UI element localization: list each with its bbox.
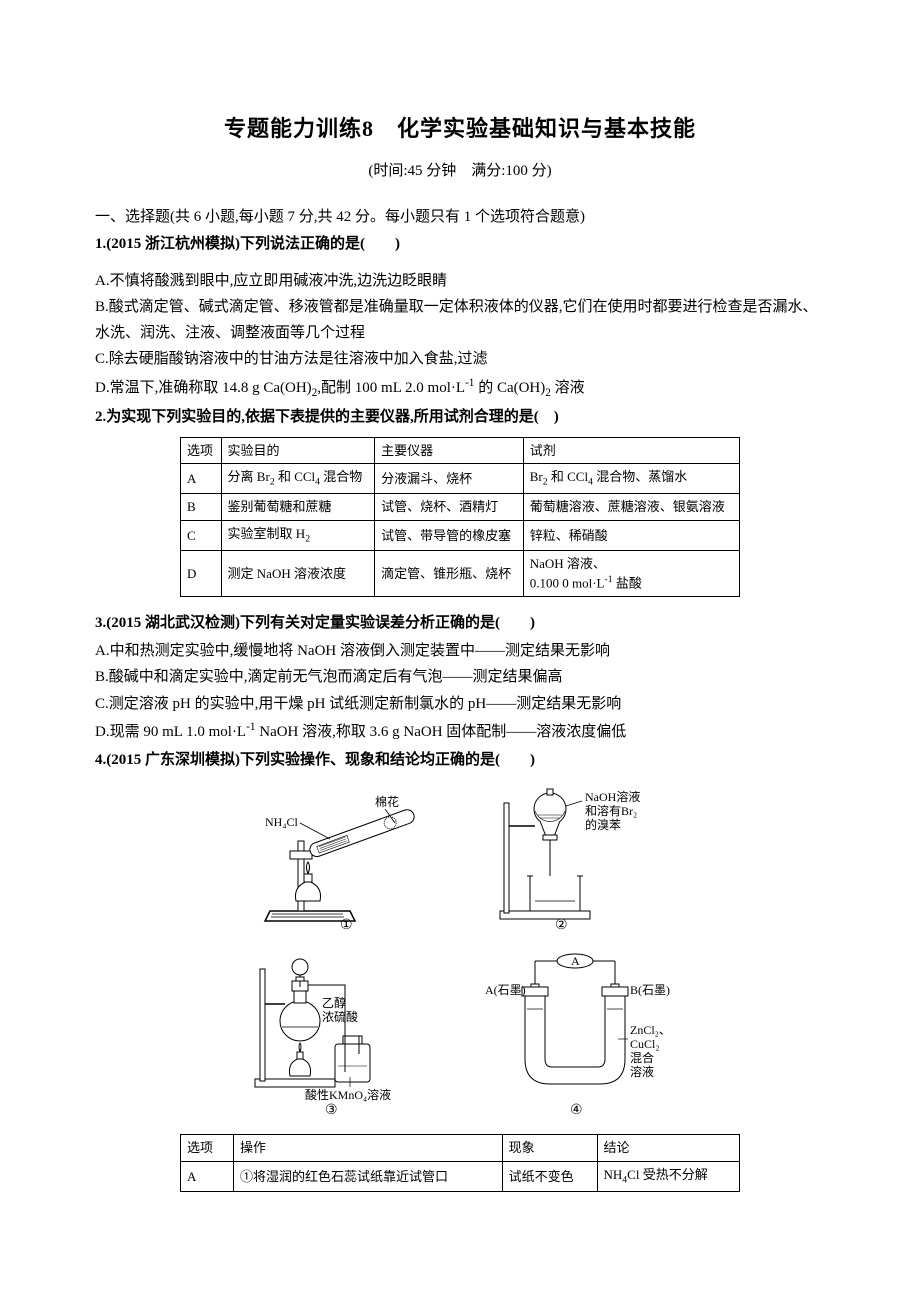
- t: NaOH 溶液、: [530, 556, 606, 571]
- table-row: D 测定 NaOH 溶液浓度 滴定管、锥形瓶、烧杯 NaOH 溶液、 0.100 …: [181, 550, 740, 596]
- t: 和 CCl: [548, 469, 588, 484]
- header-cell: 实验目的: [221, 437, 375, 464]
- section-1-header: 一、选择题(共 6 小题,每小题 7 分,共 42 分。每小题只有 1 个选项符…: [95, 205, 825, 231]
- cell-rea: Br2 和 CCl4 混合物、蒸馏水: [523, 464, 739, 494]
- cell-goal: 测定 NaOH 溶液浓度: [221, 550, 375, 596]
- cell-rea: NaOH 溶液、0.100 0 mol·L-1 盐酸: [523, 550, 739, 596]
- q3-stem: 3.(2015 湖北武汉检测)下列有关对定量实验误差分析正确的是( ): [95, 611, 825, 637]
- q3-option-a: A.中和热测定实验中,缓慢地将 NaOH 溶液倒入测定装置中——测定结果无影响: [95, 639, 825, 665]
- label-brben: 的溴苯: [585, 817, 621, 832]
- q1-d-text-4: 溶液: [551, 380, 585, 396]
- label-kmno4: 酸性KMnO₄溶液: [305, 1087, 391, 1102]
- t: Br: [530, 469, 543, 484]
- label-zncl: ZnCl₂、: [630, 1023, 671, 1037]
- cell-goal: 鉴别葡萄糖和蔗糖: [221, 494, 375, 521]
- caption-2: ②: [555, 918, 568, 931]
- label-cotton: 棉花: [375, 794, 399, 809]
- cell-opt: B: [181, 494, 222, 521]
- q1-option-a: A.不慎将酸溅到眼中,应立即用碱液冲洗,边洗边眨眼睛: [95, 269, 825, 295]
- header-cell: 选项: [181, 1135, 234, 1162]
- diagram-1-2: NH₄Cl 棉花 ① NaOH溶液 和溶有Br₂: [230, 781, 690, 931]
- label-mix: 混合: [630, 1050, 654, 1065]
- label-ethanol: 乙醇: [322, 995, 346, 1010]
- cell-rea: 锌粒、稀硝酸: [523, 520, 739, 550]
- t: 混合物、蒸馏水: [593, 469, 687, 484]
- q3-option-b: B.酸碱中和滴定实验中,滴定前无气泡而滴定后有气泡——测定结果偏高: [95, 665, 825, 691]
- caption-4: ④: [570, 1103, 583, 1118]
- t: 和 CCl: [275, 469, 315, 484]
- cell-op: ①将湿润的红色石蕊试纸靠近试管口: [234, 1161, 503, 1191]
- cell-ph: 试纸不变色: [502, 1161, 597, 1191]
- q2-stem: 2.为实现下列实验目的,依据下表提供的主要仪器,所用试剂合理的是( ): [95, 405, 825, 431]
- t: 0.100 0 mol·L: [530, 576, 605, 591]
- table-row: C 实验室制取 H2 试管、带导管的橡皮塞 锌粒、稀硝酸: [181, 520, 740, 550]
- cell-goal: 实验室制取 H2: [221, 520, 375, 550]
- t: NH: [604, 1167, 623, 1182]
- table-row: B 鉴别葡萄糖和蔗糖 试管、烧杯、酒精灯 葡萄糖溶液、蔗糖溶液、银氨溶液: [181, 494, 740, 521]
- label-h2so4: 浓硫酸: [322, 1009, 358, 1024]
- table-row: 选项 操作 现象 结论: [181, 1135, 740, 1162]
- cell-inst: 分液漏斗、烧杯: [375, 464, 524, 494]
- label-sol: 溶液: [630, 1064, 654, 1079]
- q3-d-2: NaOH 溶液,称取 3.6 g NaOH 固体配制——溶液浓度偏低: [255, 724, 626, 740]
- t: 分离 Br: [228, 469, 270, 484]
- q2-stem-text: 2.为实现下列实验目的,依据下表提供的主要仪器,所用试剂合理的是( ): [95, 409, 559, 425]
- t: Cl 受热不分解: [627, 1167, 708, 1182]
- header-cell: 操作: [234, 1135, 503, 1162]
- label-naoh: NaOH溶液: [585, 789, 640, 804]
- cell-inst: 滴定管、锥形瓶、烧杯: [375, 550, 524, 596]
- diagram-3-4: 乙醇 浓硫酸 酸性KMnO₄溶液 ③ A A(石墨) B(石墨) ZnCl₂、: [230, 949, 690, 1119]
- q1-d-text-1: D.常温下,准确称取 14.8 g Ca(OH): [95, 380, 312, 396]
- q1-d-text-2: ,配制 100 mL 2.0 mol·L: [317, 380, 465, 396]
- cell-inst: 试管、烧杯、酒精灯: [375, 494, 524, 521]
- cell-goal: 分离 Br2 和 CCl4 混合物: [221, 464, 375, 494]
- q1-option-c: C.除去硬脂酸钠溶液中的甘油方法是往溶液中加入食盐,过滤: [95, 347, 825, 373]
- cell-opt: A: [181, 464, 222, 494]
- q1-d-text-3: 的 Ca(OH): [474, 380, 545, 396]
- q3-d-1: D.现需 90 mL 1.0 mol·L: [95, 724, 246, 740]
- figure-row-1: NH₄Cl 棉花 ① NaOH溶液 和溶有Br₂: [95, 781, 825, 941]
- label-b-elec: B(石墨): [630, 983, 670, 997]
- header-cell: 试剂: [523, 437, 739, 464]
- q1-option-b: B.酸式滴定管、碱式滴定管、移液管都是准确量取一定体积液体的仪器,它们在使用时都…: [95, 295, 825, 346]
- caption-3: ③: [325, 1103, 338, 1118]
- t: 盐酸: [613, 576, 642, 591]
- cell-inst: 试管、带导管的橡皮塞: [375, 520, 524, 550]
- q2-table: 选项 实验目的 主要仪器 试剂 A 分离 Br2 和 CCl4 混合物 分液漏斗…: [180, 437, 740, 598]
- q4-table: 选项 操作 现象 结论 A ①将湿润的红色石蕊试纸靠近试管口 试纸不变色 NH4…: [180, 1134, 740, 1192]
- label-top-a: A: [571, 954, 580, 968]
- q1-stem: 1.(2015 浙江杭州模拟)下列说法正确的是( ): [95, 232, 825, 258]
- page-title: 专题能力训练8 化学实验基础知识与基本技能: [95, 110, 825, 147]
- table-row: A 分离 Br2 和 CCl4 混合物 分液漏斗、烧杯 Br2 和 CCl4 混…: [181, 464, 740, 494]
- page-subtitle: (时间:45 分钟 满分:100 分): [95, 159, 825, 185]
- q1-stem-text: 1.(2015 浙江杭州模拟)下列说法正确的是( ): [95, 236, 400, 252]
- header-cell: 结论: [597, 1135, 740, 1162]
- cell-opt: A: [181, 1161, 234, 1191]
- q3-option-c: C.测定溶液 pH 的实验中,用干燥 pH 试纸测定新制氯水的 pH——测定结果…: [95, 692, 825, 718]
- cell-con: NH4Cl 受热不分解: [597, 1161, 740, 1191]
- t: 混合物: [320, 469, 362, 484]
- cell-rea: 葡萄糖溶液、蔗糖溶液、银氨溶液: [523, 494, 739, 521]
- q4-stem: 4.(2015 广东深圳模拟)下列实验操作、现象和结论均正确的是( ): [95, 748, 825, 774]
- q3-stem-text: 3.(2015 湖北武汉检测)下列有关对定量实验误差分析正确的是( ): [95, 615, 535, 631]
- table-row: A ①将湿润的红色石蕊试纸靠近试管口 试纸不变色 NH4Cl 受热不分解: [181, 1161, 740, 1191]
- q1-option-d: D.常温下,准确称取 14.8 g Ca(OH)2,配制 100 mL 2.0 …: [95, 374, 825, 403]
- t: 实验室制取 H: [228, 526, 306, 541]
- cell-opt: D: [181, 550, 222, 596]
- cell-opt: C: [181, 520, 222, 550]
- caption-1: ①: [340, 918, 353, 931]
- header-cell: 选项: [181, 437, 222, 464]
- header-cell: 主要仪器: [375, 437, 524, 464]
- header-cell: 现象: [502, 1135, 597, 1162]
- table-row: 选项 实验目的 主要仪器 试剂: [181, 437, 740, 464]
- figure-row-2: 乙醇 浓硫酸 酸性KMnO₄溶液 ③ A A(石墨) B(石墨) ZnCl₂、: [95, 949, 825, 1129]
- q4-stem-text: 4.(2015 广东深圳模拟)下列实验操作、现象和结论均正确的是( ): [95, 752, 535, 768]
- label-nh4cl: NH₄Cl: [265, 815, 299, 829]
- q3-option-d: D.现需 90 mL 1.0 mol·L-1 NaOH 溶液,称取 3.6 g …: [95, 718, 825, 746]
- label-br2: 和溶有Br₂: [585, 803, 637, 818]
- label-cucl: CuCl₂: [630, 1037, 660, 1051]
- label-a-elec: A(石墨): [485, 983, 526, 997]
